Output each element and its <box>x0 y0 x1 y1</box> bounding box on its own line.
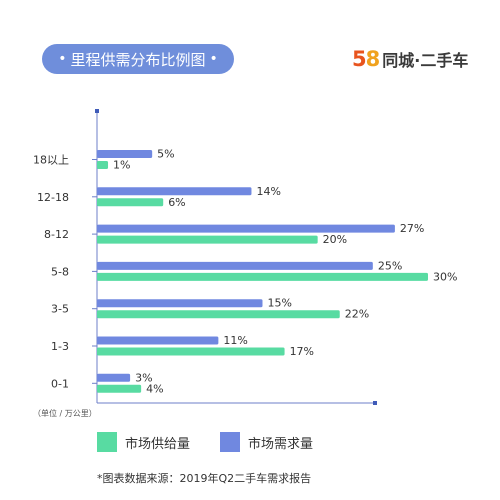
data-label: 14% <box>256 185 280 198</box>
chart-title: 里程供需分布比例图 <box>70 50 206 69</box>
title-dot-left: • <box>58 51 67 67</box>
supply-bar <box>97 347 285 356</box>
data-label: 27% <box>400 222 424 235</box>
legend-label-demand: 市场需求量 <box>248 436 314 452</box>
demand-bar <box>97 224 395 233</box>
supply-bar <box>97 272 428 281</box>
data-label: 17% <box>290 345 314 358</box>
category-label: 8-12 <box>44 228 69 241</box>
legend-swatch-demand <box>220 432 241 452</box>
title-dot-right: • <box>209 51 218 67</box>
legend-label-supply: 市场供给量 <box>125 436 191 452</box>
brand-logo-text: 同城·二手车 <box>382 51 469 70</box>
data-label: 20% <box>323 233 347 246</box>
data-label: 11% <box>223 334 247 347</box>
category-label: 1-3 <box>51 340 69 353</box>
axis-end-marker <box>373 401 377 405</box>
supply-bar <box>97 384 142 393</box>
unit-label: （单位 / 万公里） <box>33 409 97 418</box>
demand-bar <box>97 373 131 382</box>
category-label: 12-18 <box>37 191 69 204</box>
data-label: 4% <box>146 382 163 395</box>
data-label: 15% <box>268 297 292 310</box>
category-label: 0-1 <box>51 377 69 390</box>
brand-logo-number: 58 <box>352 47 380 71</box>
demand-bar <box>97 336 219 345</box>
chart-title-pill: • 里程供需分布比例图 • <box>42 44 234 74</box>
legend-item-demand: 市场需求量 <box>220 432 313 452</box>
data-label: 3% <box>135 371 152 384</box>
demand-bar <box>97 150 153 158</box>
demand-bar <box>97 299 263 308</box>
data-source-note: *图表数据来源：2019年Q2二手车需求报告 <box>97 472 312 485</box>
brand-logo: 58 同城·二手车 <box>352 47 468 71</box>
legend-swatch-supply <box>97 432 117 452</box>
data-label: 22% <box>345 308 369 321</box>
demand-bar <box>97 187 252 196</box>
supply-bar <box>97 198 164 207</box>
axis-end-marker <box>95 109 99 113</box>
legend-item-supply: 市场供给量 <box>97 432 190 452</box>
supply-bar <box>97 235 318 244</box>
data-label: 25% <box>378 259 402 272</box>
supply-bar <box>97 310 340 319</box>
legend: 市场供给量 市场需求量 <box>97 432 343 452</box>
data-label: 30% <box>433 270 457 283</box>
supply-bar <box>97 161 109 169</box>
data-label: 6% <box>168 196 185 209</box>
demand-bar <box>97 261 373 270</box>
category-label: 18以上 <box>33 154 69 167</box>
data-label: 5% <box>157 148 174 161</box>
category-label: 5-8 <box>51 265 69 278</box>
data-label: 1% <box>113 159 130 172</box>
category-label: 3-5 <box>51 303 69 316</box>
